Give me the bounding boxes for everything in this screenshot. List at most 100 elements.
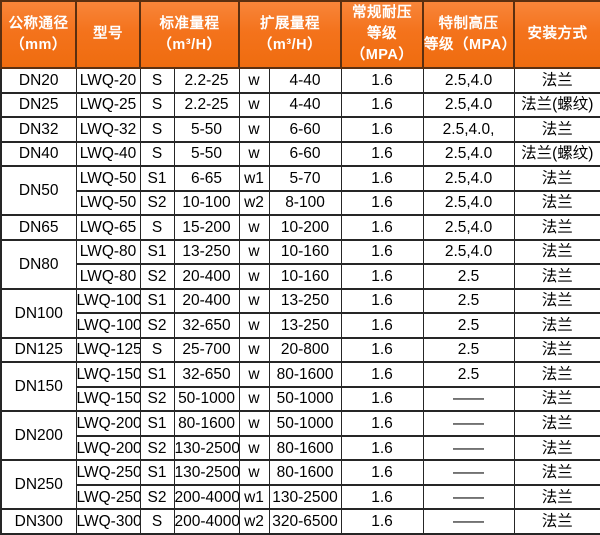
cell-normal-pressure: 1.6 [340, 214, 424, 241]
cell-installation: 法兰(螺纹) [513, 140, 600, 168]
cell-model: LWQ-300 [75, 508, 141, 535]
header-unit: 等级（MPA） [350, 26, 414, 64]
cell-extended-range: 6-60 [268, 140, 342, 168]
cell-extended-range: 4-40 [268, 67, 342, 94]
table-row: DN50 LWQ-50 S1 6-65 w1 5-70 1.6 2.5,4.0 法兰 [0, 165, 600, 217]
table-row: LWQ-200 S2 130-2500 w 80-1600 1.6 —— 法兰 [1, 434, 600, 462]
cell-normal-pressure: 1.6 [340, 238, 424, 266]
cell-nominal-diameter: DN200 [0, 410, 77, 462]
cell-standard-code: S2 [139, 385, 175, 413]
cell-extended-code: w [238, 459, 270, 486]
cell-normal-pressure: 1.6 [340, 434, 424, 462]
cell-normal-pressure: 1.6 [340, 483, 424, 511]
cell-extended-range: 6-60 [268, 116, 342, 143]
cell-special-pressure: 2.5,4.0 [422, 238, 515, 266]
cell-special-pressure: 2.5 [422, 336, 515, 364]
cell-extended-code: w2 [238, 189, 270, 217]
header-label: 型号 [93, 26, 123, 43]
cell-standard-code: S [139, 508, 175, 535]
cell-model: LWQ-250 [75, 459, 141, 486]
cell-extended-code: w [238, 116, 270, 143]
cell-standard-code: S2 [139, 189, 175, 217]
cell-installation: 法兰 [513, 483, 600, 511]
cell-installation: 法兰 [513, 238, 600, 266]
cell-special-pressure: 2.5,4.0 [422, 165, 515, 192]
cell-extended-range: 80-1600 [268, 361, 342, 388]
cell-extended-range: 13-250 [268, 287, 342, 315]
table-row: DN20 LWQ-20 S 2.2-25 w 4-40 1.6 2.5,4.0 法兰 [0, 67, 600, 94]
cell-extended-code: w [238, 361, 270, 388]
col-header-extended-range: 扩展量程 （m³/H） [238, 0, 343, 70]
cell-special-pressure: —— [422, 459, 515, 486]
cell-special-pressure: 2.5,4.0 [422, 67, 515, 94]
cell-extended-range: 50-1000 [268, 410, 342, 437]
cell-installation: 法兰 [513, 434, 600, 462]
cell-normal-pressure: 1.6 [340, 67, 424, 94]
cell-model: LWQ-80 [75, 238, 141, 266]
cell-extended-range: 50-1000 [268, 385, 342, 413]
cell-nominal-diameter: DN20 [0, 67, 77, 94]
cell-special-pressure: —— [422, 410, 515, 437]
cell-standard-range: 5-50 [173, 116, 240, 143]
header-unit: 等级（MPA） [424, 36, 517, 53]
cell-standard-code: S1 [139, 238, 175, 266]
cell-extended-code: w [238, 410, 270, 437]
table-row: DN250 LWQ-250 S1 130-2500 w 80-1600 1.6 —— 法兰 [0, 459, 600, 511]
cell-normal-pressure: 1.6 [340, 140, 424, 168]
cell-standard-range: 15-200 [173, 214, 240, 241]
cell-extended-code: w2 [238, 508, 270, 535]
cell-extended-code: w [238, 312, 270, 339]
header-label: 特制高压 [438, 15, 499, 32]
cell-extended-code: w [238, 263, 270, 290]
col-header-installation: 安装方式 [513, 0, 600, 70]
cell-normal-pressure: 1.6 [340, 508, 424, 535]
cell-extended-range: 10-200 [268, 214, 342, 241]
cell-normal-pressure: 1.6 [340, 459, 424, 486]
cell-installation: 法兰 [513, 361, 600, 388]
header-unit: （m³/H） [257, 36, 323, 53]
cell-model: LWQ-65 [75, 214, 141, 241]
cell-standard-range: 10-100 [173, 189, 240, 217]
header-label: 安装方式 [527, 26, 588, 43]
cell-extended-range: 5-70 [268, 165, 342, 192]
cell-standard-range: 13-250 [173, 238, 240, 266]
table-row: DN125 LWQ-125 S 25-700 w 20-800 1.6 2.5 法兰 [0, 336, 600, 364]
cell-standard-range: 200-4000 [173, 508, 240, 535]
cell-special-pressure: 2.5,4.0 [422, 189, 515, 217]
cell-extended-code: w [238, 91, 270, 119]
cell-standard-code: S [139, 116, 175, 143]
cell-standard-range: 80-1600 [173, 410, 240, 437]
cell-normal-pressure: 1.6 [340, 263, 424, 290]
cell-standard-code: S2 [139, 483, 175, 511]
cell-model: LWQ-100 [75, 312, 141, 339]
cell-installation: 法兰(螺纹) [513, 91, 600, 119]
cell-model: LWQ-100 [75, 287, 141, 315]
cell-standard-range: 20-400 [173, 263, 240, 290]
cell-normal-pressure: 1.6 [340, 361, 424, 388]
cell-standard-range: 25-700 [173, 336, 240, 364]
cell-model: LWQ-32 [75, 116, 141, 143]
table-header: 公称通径 （mm） 型号 标准量程 （m³/H） 扩展量程 （m³/H） 常规耐… [0, 0, 600, 70]
cell-standard-range: 130-2500 [173, 434, 240, 462]
cell-nominal-diameter: DN65 [0, 214, 77, 241]
header-label: 公称通径 [8, 15, 69, 32]
cell-extended-code: w [238, 67, 270, 94]
table-row: LWQ-100 S2 32-650 w 13-250 1.6 2.5 法兰 [1, 312, 600, 339]
col-header-special-pressure: 特制高压 等级（MPA） [422, 0, 517, 70]
cell-standard-range: 200-4000 [173, 483, 240, 511]
cell-standard-range: 20-400 [173, 287, 240, 315]
header-label: 标准量程 [159, 15, 220, 32]
cell-standard-code: S1 [139, 165, 175, 192]
cell-extended-code: w [238, 238, 270, 266]
cell-nominal-diameter: DN50 [0, 165, 77, 217]
cell-installation: 法兰 [513, 263, 600, 290]
cell-installation: 法兰 [513, 214, 600, 241]
cell-model: LWQ-50 [75, 189, 141, 217]
cell-standard-range: 5-50 [173, 140, 240, 168]
table-row: DN25 LWQ-25 S 2.2-25 w 4-40 1.6 2.5,4.0 法兰(螺纹) [0, 91, 600, 119]
cell-standard-code: S2 [139, 263, 175, 290]
cell-nominal-diameter: DN25 [0, 91, 77, 119]
cell-special-pressure: 2.5,4.0 [422, 140, 515, 168]
cell-nominal-diameter: DN40 [0, 140, 77, 168]
